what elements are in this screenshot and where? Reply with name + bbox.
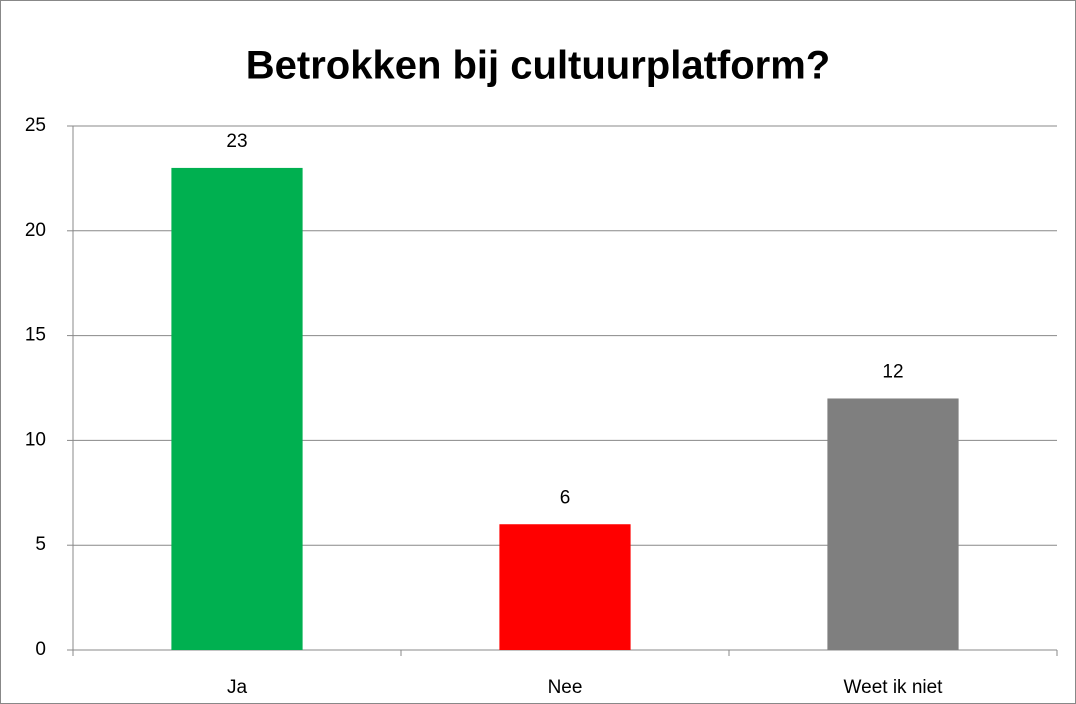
x-tick-label: Weet ik niet [844, 677, 944, 698]
x-tick-label: Nee [548, 677, 583, 698]
y-tick-label: 15 [25, 325, 46, 346]
data-label: 12 [882, 361, 903, 382]
data-label: 23 [226, 131, 247, 152]
bar [499, 524, 631, 650]
y-tick-label: 20 [25, 220, 46, 241]
y-tick-label: 0 [35, 639, 46, 660]
y-tick-label: 25 [25, 115, 46, 136]
data-label: 6 [560, 487, 571, 508]
chart-title: Betrokken bij cultuurplatform? [246, 44, 831, 88]
y-tick-label: 5 [35, 534, 46, 555]
bar [827, 398, 959, 650]
bar [171, 167, 303, 651]
y-tick-label: 10 [25, 429, 46, 450]
x-tick-label: Ja [227, 677, 248, 698]
